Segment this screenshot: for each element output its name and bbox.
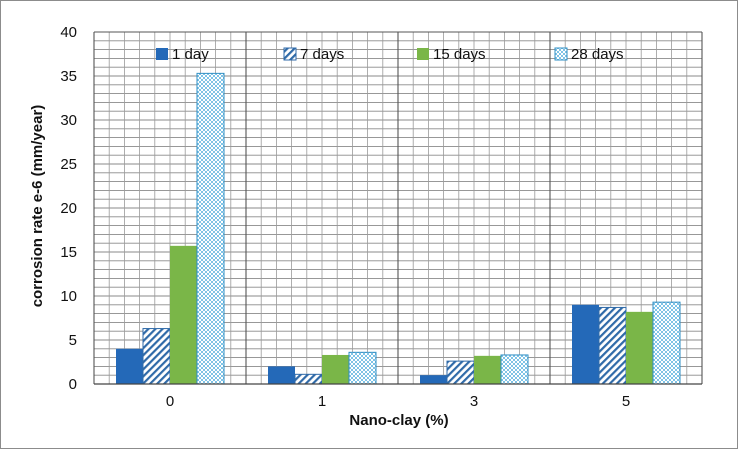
bar-7-days-0: [142, 328, 171, 385]
y-tick-label: 25: [60, 156, 77, 173]
legend-label: 7 days: [300, 46, 344, 63]
bar-1-day-0: [116, 348, 143, 384]
bar-15-days-0: [170, 245, 197, 384]
bar-7-days-3: [446, 360, 475, 385]
bar-1-day-5: [572, 304, 599, 384]
bar-7-days-1: [294, 373, 323, 385]
bar-15-days-5: [626, 311, 653, 384]
legend-swatch-28-days: [554, 47, 568, 61]
bar-28-days-3: [500, 354, 529, 385]
legend-swatch-1-day: [156, 48, 168, 60]
y-tick-label: 35: [60, 68, 77, 85]
bar-1-day-3: [420, 375, 447, 384]
bar-1-day-1: [268, 366, 295, 384]
x-tick-label: 1: [318, 393, 326, 410]
legend-swatch-7-days: [283, 47, 297, 61]
x-axis-title: Nano-clay (%): [349, 412, 448, 429]
bar-28-days-0: [196, 72, 225, 385]
x-tick-label: 3: [470, 393, 478, 410]
x-tick-label: 0: [166, 393, 174, 410]
bar-15-days-3: [474, 355, 501, 384]
legend: 1 day 7 days 15 days 28 days: [156, 46, 624, 63]
bar-28-days-5: [652, 301, 681, 385]
bars: [116, 72, 681, 385]
legend-swatch-15-days: [417, 48, 429, 60]
legend-label: 28 days: [571, 46, 624, 63]
y-tick-label: 20: [60, 200, 77, 217]
bar-28-days-1: [348, 351, 377, 385]
x-tick-label: 5: [622, 393, 630, 410]
y-tick-label: 10: [60, 288, 77, 305]
y-tick-label: 0: [69, 376, 77, 393]
bar-7-days-5: [598, 306, 627, 385]
y-tick-label: 40: [60, 24, 77, 41]
bar-15-days-1: [322, 354, 349, 384]
y-tick-label: 15: [60, 244, 77, 261]
y-tick-label: 30: [60, 112, 77, 129]
legend-label: 1 day: [172, 46, 209, 63]
legend-label: 15 days: [433, 46, 486, 63]
y-tick-label: 5: [69, 332, 77, 349]
y-axis-title: corrosion rate e-6 (mm/year): [29, 105, 46, 308]
